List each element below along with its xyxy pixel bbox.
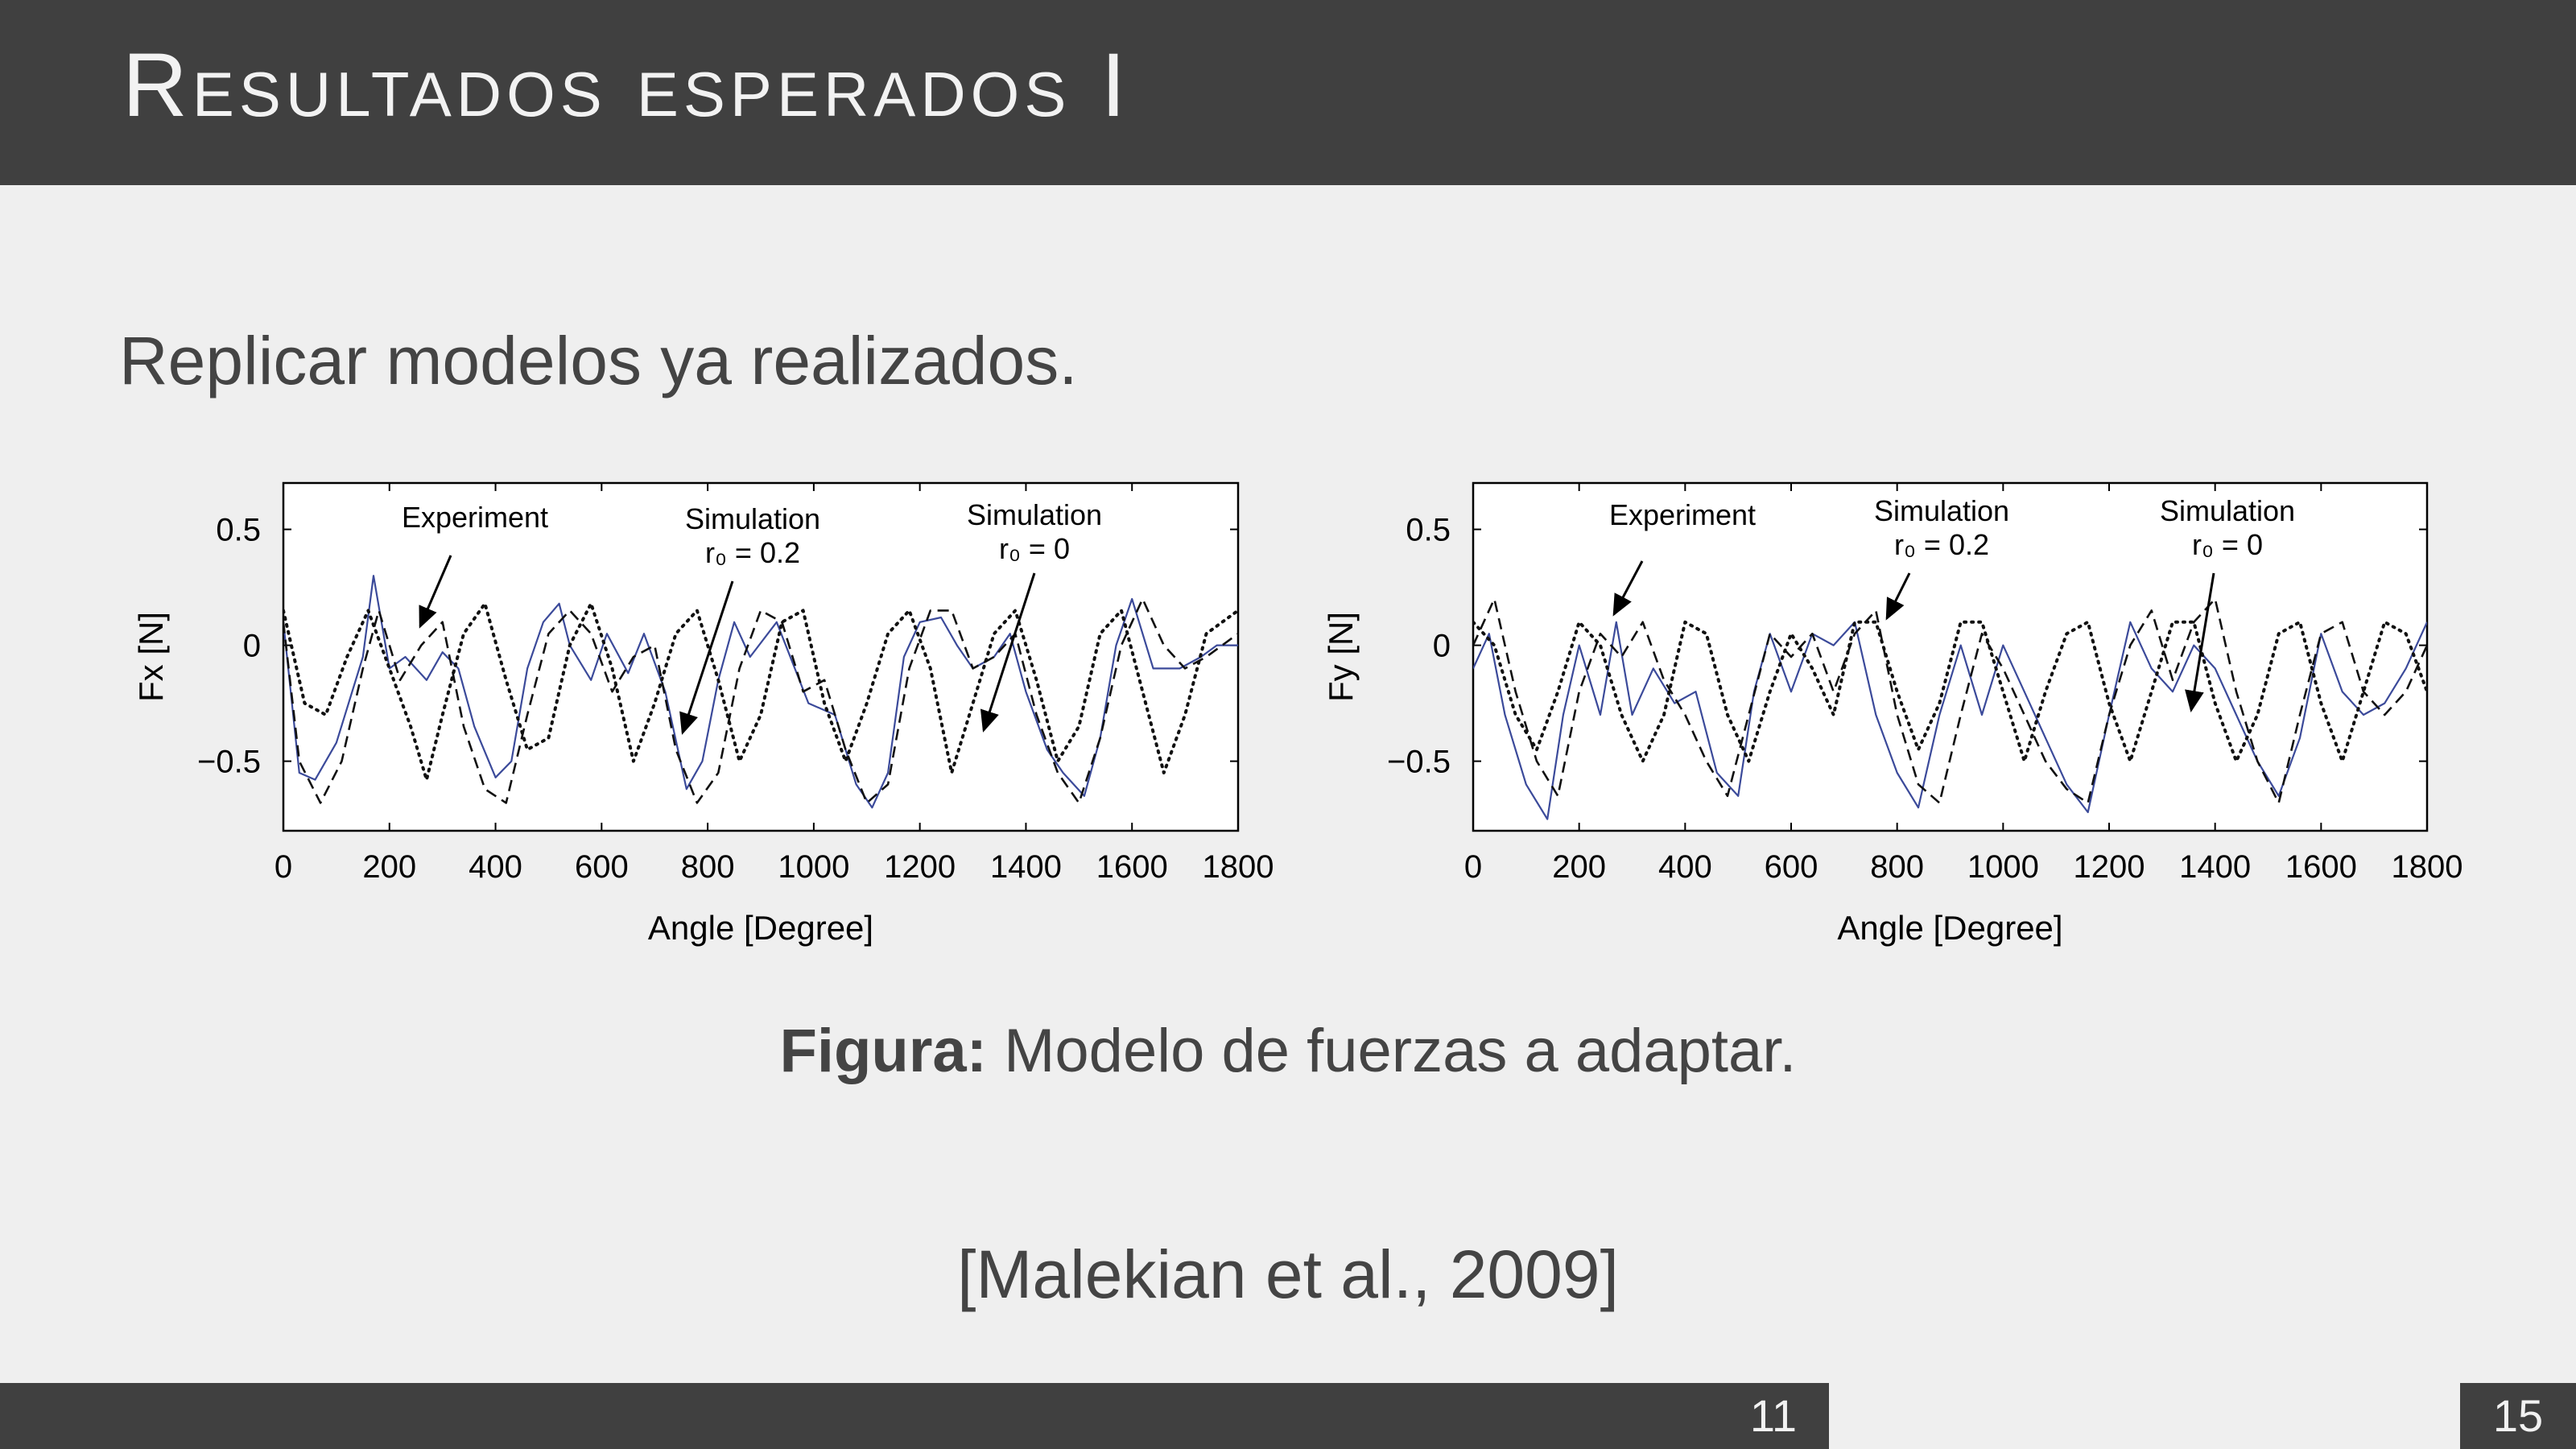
x-tick-label: 1400 (990, 849, 1062, 885)
x-tick-label: 1800 (1203, 849, 1274, 885)
x-tick-label: 200 (362, 849, 416, 885)
x-tick-label: 800 (681, 849, 735, 885)
caption-label: Figura: (779, 1017, 987, 1085)
slide-title: Resultados esperados I (122, 35, 1131, 135)
series-line-solid (283, 575, 1238, 809)
y-tick-label: −0.5 (1387, 745, 1451, 780)
annotation-label: Simulation (1874, 494, 2009, 527)
x-tick-label: 1200 (884, 849, 956, 885)
annotation-label: Simulation (685, 502, 820, 535)
y-tick-label: 0 (1433, 629, 1451, 664)
annotation-label: Experiment (402, 501, 548, 534)
x-tick-label: 1600 (2285, 849, 2357, 885)
annotation-sublabel: r₀ = 0.2 (705, 536, 800, 569)
x-tick-label: 800 (1870, 849, 1924, 885)
x-tick-label: 400 (469, 849, 522, 885)
citation: [Malekian et al., 2009] (957, 1236, 1619, 1312)
x-tick-label: 600 (575, 849, 629, 885)
x-tick-label: 200 (1552, 849, 1606, 885)
slide-subtitle: Replicar modelos ya realizados. (119, 323, 1078, 398)
annotation-arrow (419, 555, 452, 629)
footer-total: 15 (2460, 1383, 2576, 1449)
series-line-dotted (283, 601, 1238, 782)
y-tick-label: 0 (243, 629, 261, 664)
annotation-label: Experiment (1609, 498, 1756, 531)
footer-bar: 11 (0, 1383, 1829, 1449)
x-tick-label: 1000 (778, 849, 849, 885)
series-line-dotted (1473, 620, 2427, 763)
force-charts-svg: 0 200 400 600 800 1000 1200 1400 1600 1800 0.5 0 −0.… (132, 481, 2463, 947)
chart-1: 0 200 400 600 800 1000 1200 1400 1600 1800 0.5 0 −0.… (132, 481, 1274, 947)
x-tick-label: 1000 (1967, 849, 2039, 885)
page-number: 11 (1749, 1390, 1797, 1441)
y-axis-label: Fx [N] (132, 612, 170, 702)
title-bar: Resultados esperados I (0, 0, 2576, 185)
x-tick-label: 1800 (2392, 849, 2463, 885)
series-line-solid (1473, 621, 2427, 820)
y-axis-label: Fy [N] (1322, 612, 1360, 702)
x-tick-label: 1400 (2179, 849, 2251, 885)
annotation-arrow (1612, 560, 1644, 617)
annotation-sublabel: r₀ = 0 (999, 532, 1070, 565)
series-line-dashed (283, 597, 1238, 804)
caption-text: Modelo de fuerzas a adaptar. (986, 1017, 1797, 1085)
chart-2: 0 200 400 600 800 1000 1200 1400 1600 1800 0.5 0 −0.… (1322, 481, 2463, 947)
series-line-dashed (1473, 597, 2427, 804)
plot-frame (1472, 481, 2429, 832)
annotation-label: Simulation (2160, 494, 2295, 527)
x-axis-label: Angle [Degree] (648, 909, 873, 947)
annotation-label: Simulation (967, 498, 1102, 531)
figure-caption: Figura: Modelo de fuerzas a adaptar. (0, 1016, 2576, 1086)
total-pages: 15 (2492, 1390, 2544, 1441)
annotation-arrow (1885, 572, 1911, 621)
x-tick-label: 1600 (1096, 849, 1168, 885)
force-figure: 0 200 400 600 800 1000 1200 1400 1600 1800 0.5 0 −0.… (121, 459, 2496, 974)
y-tick-label: 0.5 (216, 513, 261, 548)
x-axis-label: Angle [Degree] (1837, 909, 2062, 947)
y-tick-label: −0.5 (197, 745, 261, 780)
plot-frame (282, 481, 1240, 832)
x-tick-label: 0 (1464, 849, 1482, 885)
annotation-sublabel: r₀ = 0 (2192, 528, 2263, 561)
x-tick-label: 1200 (2074, 849, 2145, 885)
x-tick-label: 600 (1765, 849, 1818, 885)
annotation-arrow (2185, 572, 2215, 712)
x-tick-label: 0 (275, 849, 292, 885)
x-tick-label: 400 (1658, 849, 1712, 885)
annotation-arrow (679, 580, 734, 735)
annotation-arrow (980, 572, 1036, 733)
y-tick-label: 0.5 (1406, 513, 1451, 548)
annotation-sublabel: r₀ = 0.2 (1894, 528, 1989, 561)
